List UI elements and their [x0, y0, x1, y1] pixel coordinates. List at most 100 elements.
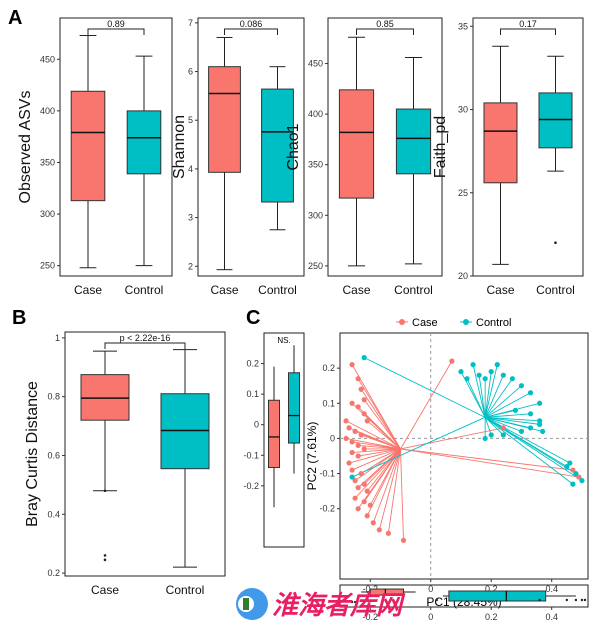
case-spoke [360, 388, 401, 450]
case-point [349, 467, 355, 473]
control-point [361, 355, 367, 361]
y-tick-label: -0.1 [319, 469, 335, 479]
control-point [567, 460, 573, 466]
panel-bray: 0.2 0.4 0.6 0.8 1 Case Control p < 2.22e-16 Bray… [24, 331, 226, 597]
control-spoke [485, 416, 540, 422]
control-spoke [484, 416, 571, 464]
control-spoke [485, 416, 522, 432]
control-point [482, 376, 488, 382]
case-point [361, 499, 367, 505]
legend-label-control: Control [476, 317, 511, 329]
case-point [349, 439, 355, 445]
outlier-point [103, 554, 107, 557]
significance-bracket [500, 28, 556, 35]
y-tick-label: 0.2 [47, 568, 60, 578]
case-point [355, 404, 361, 410]
case-point [361, 411, 367, 417]
marginal-outlier [435, 598, 438, 602]
control-spoke [484, 417, 492, 436]
marginal-outlier [350, 600, 354, 604]
x-tick-label: 0.4 [545, 584, 558, 594]
control-point [476, 372, 482, 378]
case-point [343, 418, 349, 424]
case-spoke [400, 448, 404, 541]
plot-frame [59, 17, 173, 277]
control-point [527, 390, 534, 396]
case-spoke [363, 399, 401, 450]
y-tick-label: 0.2 [246, 359, 259, 369]
panel-faith: 20 25 30 35 Case Control 0.17 Faith_pd [432, 17, 584, 297]
x-category-label: Case [486, 283, 514, 297]
control-point [518, 383, 525, 389]
p-value-label: 0.086 [240, 19, 263, 29]
marginal-box [448, 590, 547, 602]
control-point [349, 474, 355, 480]
legend-swatch-case-dot [399, 319, 405, 325]
case-point [352, 495, 358, 501]
plot-frame [197, 17, 305, 277]
case-spoke [378, 448, 401, 530]
plot-frame [339, 332, 589, 580]
control-point [488, 432, 494, 438]
control-point [537, 400, 543, 406]
control-spoke [472, 364, 486, 418]
control-spoke [363, 357, 486, 418]
control-spoke [484, 416, 583, 481]
x-category-label: Control [166, 583, 205, 597]
box-control [538, 92, 573, 149]
x-tick-label: 0.4 [545, 612, 558, 622]
case-spoke [400, 448, 579, 478]
plot-frame [327, 17, 443, 277]
control-point [527, 411, 534, 417]
outlier-point [103, 489, 107, 493]
y-tick-label: 25 [458, 188, 468, 198]
case-spoke [387, 448, 401, 534]
y-axis-label: Observed ASVs [17, 91, 34, 204]
panel-label-a: A [8, 7, 22, 29]
significance-bracket [104, 342, 186, 349]
box-case [70, 90, 106, 202]
case-spoke [400, 448, 573, 471]
control-spoke [351, 416, 486, 478]
x-category-label: Control [536, 283, 575, 297]
case-spoke [400, 427, 504, 450]
p-value-label: p < 2.22e-16 [120, 333, 171, 343]
y-tick-label: 250 [308, 261, 323, 271]
y-tick-label: 35 [458, 21, 468, 31]
case-spoke [348, 448, 401, 464]
case-point [576, 474, 582, 480]
control-point [518, 428, 525, 434]
case-spoke [361, 434, 401, 450]
control-point [573, 470, 579, 477]
case-spoke [366, 448, 401, 492]
case-spoke [354, 448, 401, 499]
case-point [449, 358, 455, 364]
marginal-frame-bottom [339, 584, 589, 608]
case-spoke [400, 360, 453, 450]
significance-bracket [356, 28, 414, 35]
y-tick-label: 3 [188, 213, 193, 223]
control-spoke [484, 416, 568, 467]
y-tick-label: 4 [188, 164, 193, 174]
case-spoke [357, 378, 401, 450]
y-tick-label: 0.1 [246, 389, 259, 399]
y-axis-label: Shannon [171, 115, 188, 179]
y-tick-label: 0 [254, 420, 259, 430]
case-point [349, 362, 355, 368]
control-point [540, 428, 546, 434]
control-point [494, 362, 500, 368]
legend: Case Control [396, 317, 511, 329]
case-point [355, 376, 361, 382]
case-point [346, 425, 352, 431]
marginal-outlier [580, 598, 584, 602]
control-spoke [484, 364, 498, 418]
case-point [364, 418, 370, 424]
case-point [400, 537, 407, 543]
case-point [361, 446, 367, 452]
y-tick-label: 6 [188, 67, 193, 77]
plot-frame [64, 331, 226, 577]
y-tick-label: 5 [188, 115, 193, 125]
box-control [126, 110, 162, 175]
